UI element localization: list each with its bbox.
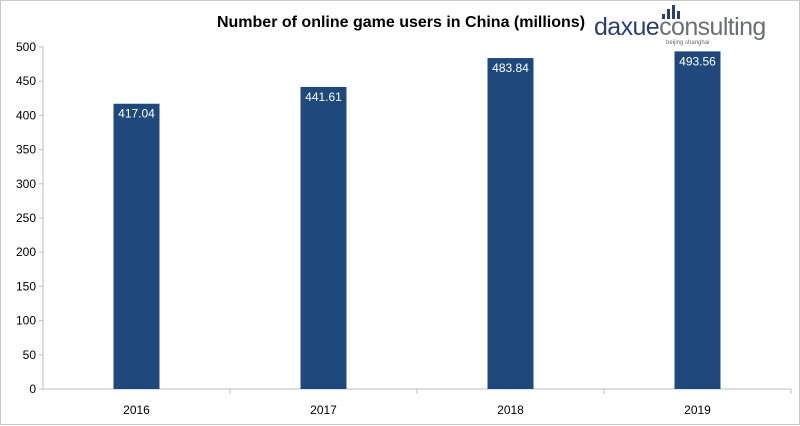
chart-title: Number of online game users in China (mi… — [217, 14, 585, 31]
bar-2016 — [113, 103, 160, 390]
data-label: 483.84 — [492, 61, 529, 75]
y-axis: 0 50 100 150 200 250 300 350 400 450 500 — [16, 40, 44, 396]
y-tick-label: 500 — [16, 40, 36, 54]
data-label: 441.61 — [305, 90, 342, 104]
y-tick-label: 350 — [16, 143, 36, 157]
x-axis: 2016 2017 2018 2019 — [43, 388, 792, 417]
bar-2018 — [487, 58, 534, 390]
y-tick-label: 50 — [23, 348, 37, 362]
y-tick-label: 450 — [16, 74, 36, 88]
bar-2019 — [674, 51, 721, 389]
brand-name-secondary: consulting — [659, 13, 766, 41]
brand-name: daxueconsulting — [594, 13, 766, 42]
y-tick-label: 150 — [16, 279, 36, 293]
bars: 417.04 441.61 483.84 493.56 — [113, 51, 721, 390]
x-tick-label: 2017 — [310, 403, 337, 417]
y-tick-label: 400 — [16, 108, 36, 122]
x-tick-label: 2019 — [684, 403, 711, 417]
brand-logo: daxueconsulting beijing shanghai — [594, 3, 794, 49]
y-tick-label: 300 — [16, 177, 36, 191]
y-tick-label: 100 — [16, 314, 36, 328]
brand-name-primary: daxue — [594, 13, 660, 41]
data-label: 417.04 — [118, 107, 155, 121]
x-tick-label: 2018 — [497, 403, 524, 417]
logo-bars-icon — [662, 5, 686, 19]
y-tick-label: 200 — [16, 245, 36, 259]
x-tick-label: 2016 — [123, 403, 150, 417]
bar-2017 — [300, 86, 347, 390]
y-tick-label: 0 — [29, 382, 36, 396]
brand-tagline: beijing shanghai — [666, 40, 710, 46]
data-label: 493.56 — [679, 54, 716, 68]
y-tick-label: 250 — [16, 211, 36, 225]
